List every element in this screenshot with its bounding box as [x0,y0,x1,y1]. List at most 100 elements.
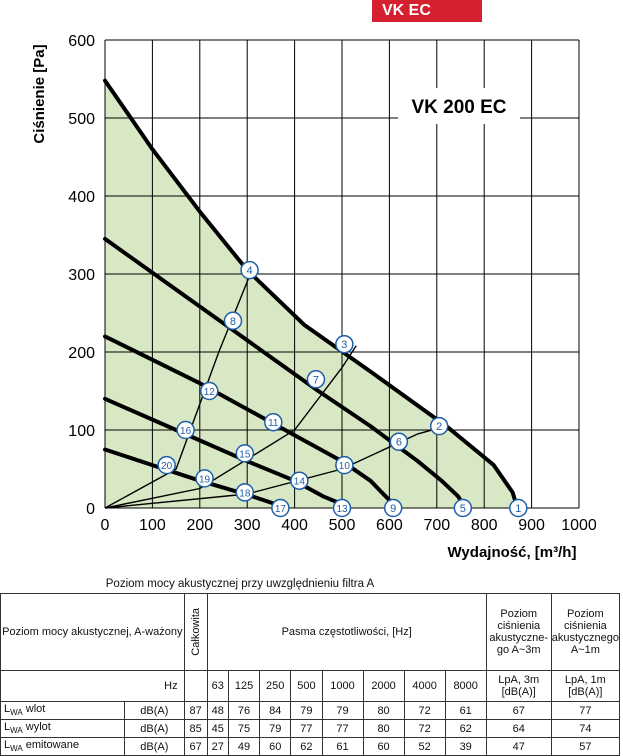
lpa3-header: Poziom ciśnienia akustyczne-go A~3m [485,593,552,671]
marker-label: 1 [515,503,521,515]
marker-circle [195,469,214,488]
marker-circle [271,498,290,518]
marker-13: 13 [332,498,352,518]
col-header: Poziom mocy akustycznej, A-ważony [0,593,185,671]
table-cell: 61 [444,701,487,720]
table-cell: 80 [362,719,405,738]
system-curve-2 [104,345,357,509]
marker-label: 14 [294,477,306,488]
row-name-text: wlot [25,703,46,716]
marker-5: 5 [453,498,473,518]
lpa3-sub: LpA, 3m [dB(A)] [485,670,552,702]
marker-label: 10 [339,461,351,472]
band-8000: 8000 [444,670,487,702]
band-500: 500 [290,670,323,702]
marker-label: 17 [275,504,287,515]
marker-circle [176,420,195,440]
marker-8: 8 [223,311,243,331]
table-cell: 77 [290,719,323,738]
marker-6: 6 [389,432,409,451]
table-cell: dB(A) [124,737,185,756]
table-cell: 79 [321,701,364,720]
area-fill [105,80,518,508]
y-tick-label: 0 [86,501,95,518]
table-cell: 62 [444,719,487,738]
marker-circle [240,260,259,280]
row-name: LWA wlot [0,701,125,720]
marker-circle [200,381,219,401]
marker-20: 20 [157,455,176,475]
table-cell: 27 [206,737,229,756]
x-tick-label: 500 [329,517,356,534]
marker-circle [290,471,309,490]
table-cell: 67 [183,737,208,756]
marker-9: 9 [383,498,403,518]
table-cell: 87 [183,701,208,720]
marker-14: 14 [290,471,309,490]
marker-10: 10 [335,455,354,475]
hz-label: Hz [0,670,185,702]
fan-curve-2 [103,236,468,510]
table-row: LWA wlot dB(A) 87 48 76 84 79 79 80 72 61 67 77 [0,701,621,720]
marker-label: 18 [239,488,251,499]
table-cell: 47 [485,737,552,756]
marker-circle [335,455,354,475]
table-cell: 80 [362,701,405,720]
marker-16: 16 [176,420,195,440]
marker-3: 3 [335,334,354,354]
table-row: LWA emitowane dB(A) 67 27 49 60 62 61 60 52 39 47 57 [0,737,621,756]
table-cell: 64 [485,719,552,738]
band-63: 63 [206,670,229,702]
table-cell: dB(A) [124,719,185,738]
table-cell: 57 [550,737,621,756]
row-name-text: emitowane [25,739,79,752]
table-cell: 45 [206,719,229,738]
table-row: LWA wylot dB(A) 85 45 75 79 77 77 80 72 62 64 74 [0,719,621,738]
marker-18: 18 [235,483,255,502]
marker-label: 13 [336,504,348,515]
marker-label: 8 [230,316,236,328]
band-4000: 4000 [403,670,446,702]
x-tick-label: 700 [423,517,450,534]
marker-12: 12 [200,381,219,401]
x-tick-label: 0 [101,517,110,534]
system-curve-1 [104,269,253,509]
chart-title: VK 200 EC [411,97,506,118]
marker-2: 2 [429,416,449,436]
band-125: 125 [227,670,261,702]
table-cell: 84 [259,701,292,720]
marker-label: 2 [436,421,442,433]
marker-11: 11 [264,412,283,432]
marker-circle [389,432,409,451]
marker-circle [332,498,352,518]
table-cell: 61 [321,737,364,756]
y-tick-label: 500 [68,111,95,128]
marker-1: 1 [509,498,528,518]
x-tick-label: 900 [518,517,545,534]
y-tick-label: 600 [68,33,95,50]
x-tick-label: 200 [186,517,213,534]
marker-label: 3 [341,339,347,351]
y-tick-label: 100 [68,423,95,440]
row-name: LWA emitowane [0,737,125,756]
table-caption: Poziom mocy akustycznej przy uwzględnien… [105,578,375,590]
table-cell: 52 [403,737,446,756]
y-tick-label: 300 [68,267,95,284]
x-tick-label: 400 [281,517,308,534]
marker-19: 19 [195,469,214,488]
table-cell: 77 [321,719,364,738]
marker-label: 16 [180,426,192,437]
table-cell: 72 [403,719,446,738]
axes: 0 100 200 300 400 500 600 700 800 900 1000 0 100 200 3… [68,33,597,534]
band-2000: 2000 [362,670,405,702]
product-badge: VK EC [372,0,482,22]
table-cell: 77 [550,701,621,720]
table-cell: 76 [227,701,261,720]
marker-circle [223,311,243,331]
table-cell: 79 [290,701,323,720]
x-tick-label: 1000 [561,517,597,534]
band-250: 250 [259,670,292,702]
marker-17: 17 [271,498,290,518]
x-tick-label: 100 [139,517,166,534]
marker-label: 15 [239,449,251,460]
